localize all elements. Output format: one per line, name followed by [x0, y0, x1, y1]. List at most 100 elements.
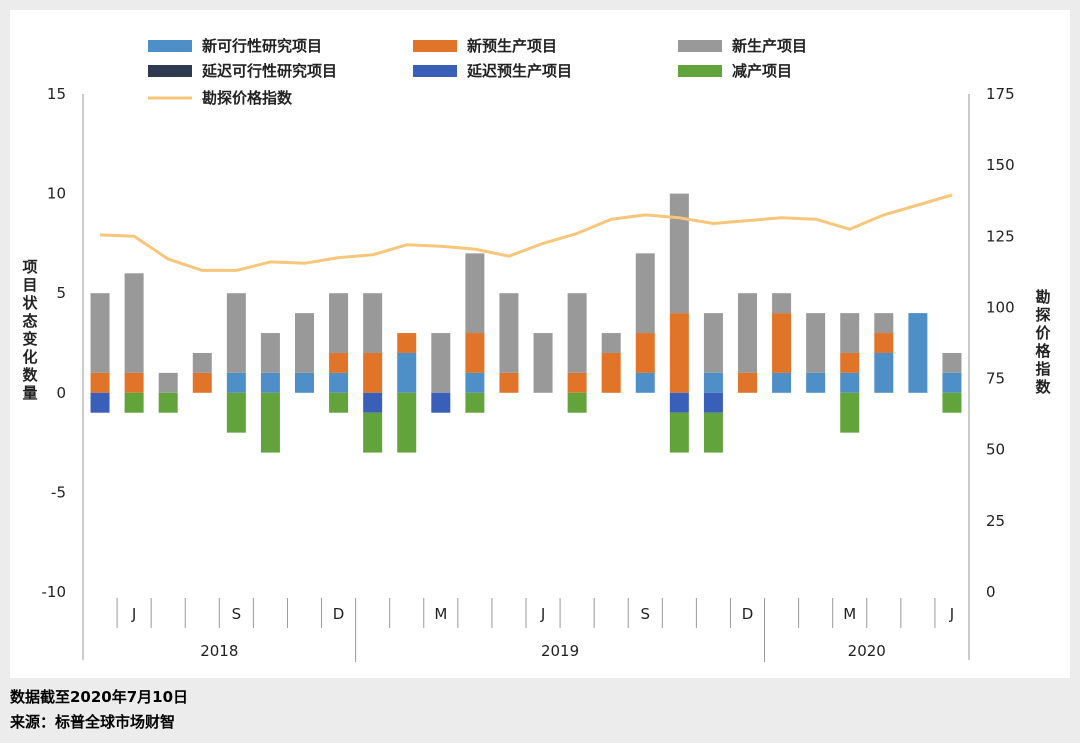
bar-new-preproduction — [772, 313, 792, 373]
month-label: D — [742, 605, 754, 623]
bar-new-production — [567, 293, 587, 373]
bar-reduced — [124, 392, 144, 413]
bar-new-production — [226, 293, 246, 373]
bar-new-preproduction — [124, 372, 144, 393]
month-label: S — [641, 605, 651, 623]
left-tick-label: -5 — [51, 483, 66, 501]
bar-new-feasibility — [260, 372, 280, 393]
right-tick-label: 75 — [986, 370, 1005, 388]
year-label: 2020 — [848, 642, 886, 660]
legend-swatch-delayed-preproduction — [413, 65, 457, 77]
bar-new-feasibility — [908, 313, 928, 393]
month-label: J — [131, 605, 136, 623]
bar-reduced — [567, 392, 587, 413]
bar-reduced — [669, 412, 689, 453]
bar-new-production — [772, 293, 792, 314]
right-tick-label: 150 — [986, 156, 1015, 174]
month-label: M — [843, 605, 856, 623]
bar-new-production — [192, 352, 212, 373]
bar-new-preproduction — [499, 372, 519, 393]
bar-reduced — [363, 412, 383, 453]
index-line — [99, 193, 953, 272]
bar-new-feasibility — [397, 352, 417, 393]
month-label: D — [333, 605, 345, 623]
bar-new-preproduction — [567, 372, 587, 393]
bar-new-production — [124, 273, 144, 373]
bar-reduced — [158, 392, 178, 413]
bar-new-production — [533, 333, 553, 393]
bar-new-production — [158, 372, 178, 393]
legend-label-index: 勘探价格指数 — [202, 89, 293, 107]
bar-reduced — [329, 392, 349, 413]
bar-new-preproduction — [635, 333, 655, 373]
bar-new-feasibility — [635, 372, 655, 393]
bar-new-feasibility — [703, 372, 723, 393]
left-tick-label: 0 — [56, 384, 66, 402]
bar-new-production — [260, 333, 280, 373]
bar-new-production — [363, 293, 383, 353]
month-label: S — [232, 605, 242, 623]
bar-new-production — [465, 253, 485, 334]
bar-new-feasibility — [942, 372, 962, 393]
left-tick-label: 15 — [47, 85, 66, 103]
bar-new-production — [669, 193, 689, 314]
right-tick-label: 125 — [986, 227, 1015, 245]
legend-swatch-new-preproduction — [413, 40, 457, 52]
bar-new-production — [295, 313, 314, 373]
bar-new-production — [431, 333, 451, 393]
month-label: J — [949, 605, 954, 623]
legend-label-delayed-feasibility: 延迟可行性研究项目 — [201, 62, 337, 80]
bar-new-production — [738, 293, 757, 373]
bar-new-feasibility — [772, 372, 792, 393]
bar-reduced — [942, 392, 962, 413]
bar-new-feasibility — [329, 372, 349, 393]
bar-new-production — [635, 253, 655, 334]
bar-new-feasibility — [465, 372, 485, 393]
bar-delayed-preproduction — [431, 392, 451, 413]
legend-swatch-new-feasibility — [148, 40, 192, 52]
year-label: 2019 — [541, 642, 579, 660]
bar-reduced — [840, 392, 860, 433]
bar-delayed-preproduction — [90, 392, 110, 413]
bar-new-production — [499, 293, 519, 373]
legend-swatch-new-production — [678, 40, 722, 52]
bar-new-production — [703, 313, 723, 373]
left-tick-label: 10 — [47, 185, 66, 203]
bar-new-production — [806, 313, 826, 373]
right-tick-label: 0 — [986, 583, 996, 601]
legend-label-new-production: 新生产项目 — [732, 37, 807, 55]
bar-new-preproduction — [329, 352, 349, 373]
bar-reduced — [465, 392, 485, 413]
right-tick-label: 25 — [986, 512, 1005, 530]
legend-swatch-delayed-feasibility — [148, 65, 192, 77]
bar-new-production — [90, 293, 110, 373]
bar-new-feasibility — [806, 372, 826, 393]
bar-new-preproduction — [601, 352, 621, 393]
bar-new-feasibility — [840, 372, 860, 393]
legend-label-delayed-preproduction: 延迟预生产项目 — [466, 62, 572, 80]
chart-svg: 151050-5-101751501251007550250项目状态变化数量勘探… — [22, 37, 1051, 662]
bar-new-preproduction — [738, 372, 757, 393]
bar-new-preproduction — [669, 313, 689, 393]
bar-new-feasibility — [295, 372, 314, 393]
bar-new-preproduction — [874, 333, 894, 353]
right-axis-label: 勘探价格指数 — [1035, 288, 1051, 396]
left-axis-label: 项目状态变化数量 — [22, 258, 38, 402]
left-tick-label: 5 — [56, 284, 66, 302]
bar-new-preproduction — [840, 352, 860, 373]
bar-new-production — [942, 352, 962, 373]
bar-new-feasibility — [874, 352, 894, 393]
bar-new-production — [601, 333, 621, 353]
chart-panel: 15 10 5 0 -5 -10 175 150 125 100 75 50 25 0 项目状态变化数量 勘探… — [10, 10, 1070, 678]
source-note: 来源：标普全球市场财智 — [10, 713, 176, 731]
data-cutoff-note: 数据截至2020年7月10日 — [10, 688, 189, 706]
legend-label-reduced: 减产项目 — [732, 62, 792, 80]
bar-new-production — [329, 293, 349, 353]
bar-delayed-preproduction — [363, 392, 383, 413]
bar-reduced — [703, 412, 723, 453]
bar-new-preproduction — [363, 352, 383, 393]
year-label: 2018 — [200, 642, 238, 660]
legend-swatch-reduced — [678, 65, 722, 77]
month-label: M — [434, 605, 447, 623]
bar-new-preproduction — [397, 333, 417, 353]
